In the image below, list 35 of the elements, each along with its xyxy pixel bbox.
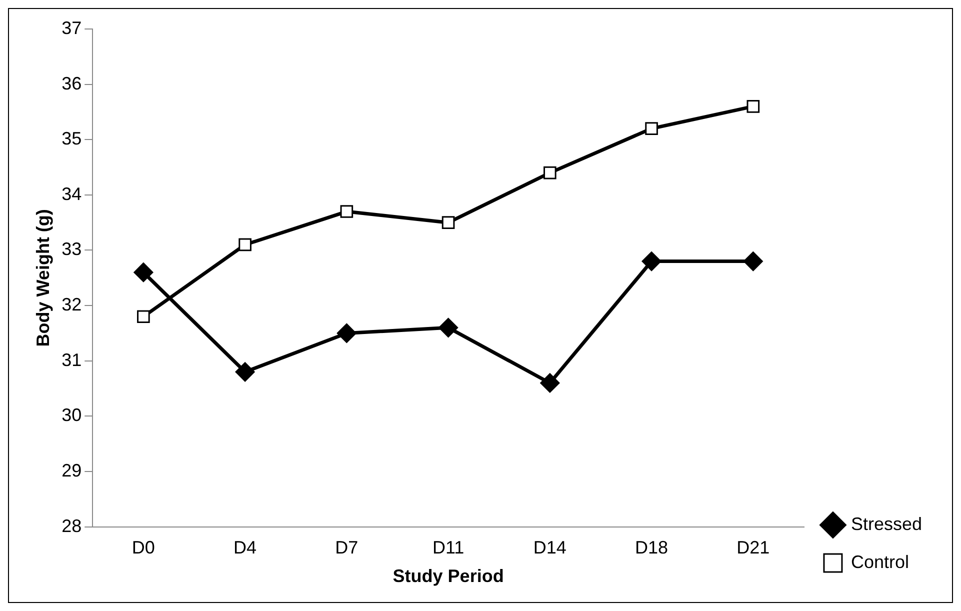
- point: [544, 166, 556, 180]
- x-tick-label: D0: [132, 538, 155, 558]
- y-tick-label: 36: [62, 73, 82, 94]
- legend-label: Stressed: [850, 514, 922, 534]
- point: [442, 216, 455, 229]
- y-tick-label: 35: [62, 128, 82, 149]
- y-tick-label: 29: [62, 460, 82, 480]
- point: [540, 373, 560, 393]
- y-axis-title: Body Weight (g): [32, 209, 53, 347]
- y-tick-label: 33: [62, 239, 82, 260]
- point: [743, 252, 763, 272]
- y-tick-label: 37: [62, 18, 82, 38]
- point: [438, 318, 458, 338]
- y-tick-label: 28: [62, 516, 82, 536]
- y-tick-label: 32: [62, 294, 82, 315]
- x-tick-label: D21: [736, 538, 770, 558]
- x-axis-title: Study Period: [392, 566, 504, 586]
- point: [340, 205, 354, 218]
- point: [137, 310, 150, 324]
- y-tick-label: 30: [62, 405, 82, 426]
- x-tick-label: D4: [234, 538, 257, 558]
- point: [642, 252, 662, 272]
- point: [235, 362, 255, 382]
- point: [645, 122, 658, 135]
- x-tick-label: D7: [335, 538, 358, 558]
- x-tick-label: D11: [432, 538, 464, 558]
- x-tick-label: D14: [533, 538, 566, 558]
- point: [238, 238, 252, 252]
- y-tick-label: 34: [62, 184, 82, 204]
- legend-label: Control: [850, 552, 909, 572]
- x-tick-label: D18: [635, 538, 668, 558]
- point: [134, 262, 154, 282]
- point: [336, 323, 356, 343]
- point: [746, 100, 760, 113]
- y-tick-label: 31: [62, 350, 82, 370]
